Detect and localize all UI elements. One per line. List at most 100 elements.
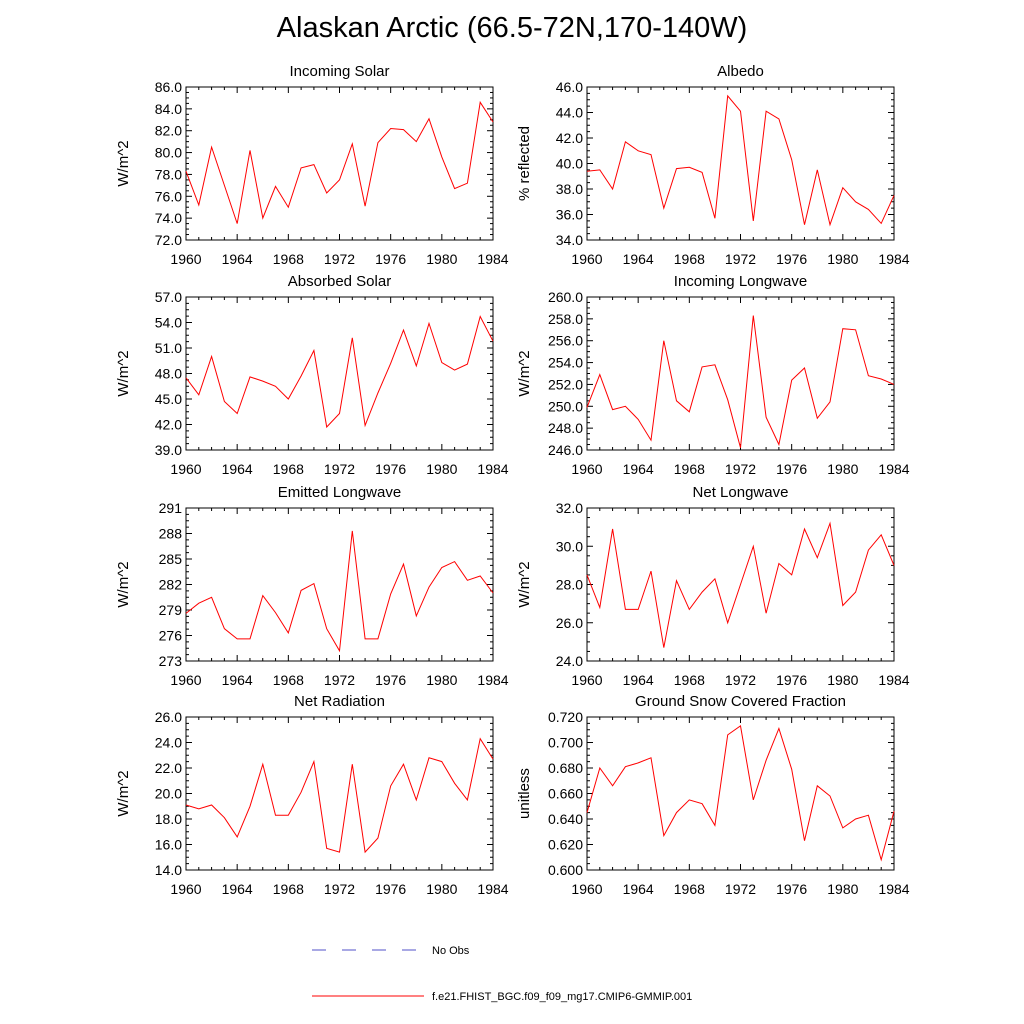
incoming-solar-data-point [389,127,391,129]
incoming-solar-data-point [364,205,366,207]
net-radiation-xtick-label: 1960 [170,881,201,897]
ground-snow-covered-fraction-ytick-label: 0.640 [548,811,583,827]
incoming-solar-xtick-label: 1960 [170,251,201,267]
net-longwave-data-point [739,583,741,585]
net-radiation-plot-frame [185,716,494,871]
incoming-longwave-xtick-label: 1976 [776,461,807,477]
incoming-solar-xtick-label: 1976 [375,251,406,267]
incoming-longwave-panel-title: Incoming Longwave [674,273,807,290]
net-longwave-ytick-label: 26.0 [556,615,583,631]
net-radiation-ytick-label: 14.0 [155,862,182,878]
incoming-longwave-data-point [675,400,677,402]
incoming-longwave-data-point [599,373,601,375]
ground-snow-covered-fraction-xtick-label: 1964 [623,881,654,897]
incoming-longwave-data-point [650,439,652,441]
net-longwave-data-point [663,646,665,648]
incoming-solar-data-point [313,163,315,165]
albedo-data-point [586,170,588,172]
ground-snow-covered-fraction-ytick-label: 0.600 [548,862,583,878]
absorbed-solar-data-point [377,392,379,394]
emitted-longwave-xtick-label: 1980 [426,672,457,688]
absorbed-solar-xtick-label: 1964 [222,461,253,477]
net-radiation-ytick-label: 24.0 [155,735,182,751]
emitted-longwave-data-point [377,638,379,640]
incoming-longwave-xtick-label: 1960 [571,461,602,477]
absorbed-solar-xtick-label: 1984 [477,461,508,477]
absorbed-solar-xtick-label: 1972 [324,461,355,477]
incoming-solar-data-point [185,170,187,172]
net-longwave-ylabel: W/m^2 [516,561,533,607]
albedo-data-point [829,224,831,226]
net-radiation-data-point [441,760,443,762]
absorbed-solar-ytick-label: 39.0 [155,442,182,458]
net-longwave-data-point [803,528,805,530]
incoming-solar-data-point [466,182,468,184]
absorbed-solar-xtick-label: 1968 [273,461,304,477]
incoming-longwave-data-point [778,443,780,445]
incoming-longwave-data-point [765,416,767,418]
net-radiation-ylabel: W/m^2 [115,770,132,816]
net-longwave-panel-title: Net Longwave [693,484,789,501]
albedo-xtick-label: 1968 [674,251,705,267]
emitted-longwave-data-point [338,650,340,652]
incoming-solar-data-point [198,204,200,206]
absorbed-solar-data-point [326,426,328,428]
emitted-longwave-xtick-label: 1968 [273,672,304,688]
albedo-ytick-label: 40.0 [556,156,583,172]
net-longwave-data-point [701,591,703,593]
emitted-longwave-xtick-label: 1960 [170,672,201,688]
ground-snow-covered-fraction-xtick-label: 1960 [571,881,602,897]
albedo-ytick-label: 38.0 [556,181,583,197]
incoming-longwave-data-point [611,408,613,410]
albedo-xtick-label: 1980 [827,251,858,267]
ground-snow-covered-fraction-data-point [663,834,665,836]
incoming-solar-data-point [428,117,430,119]
net-radiation-xtick-label: 1984 [477,881,508,897]
emitted-longwave-panel-title: Emitted Longwave [278,484,401,501]
albedo-xtick-label: 1984 [878,251,909,267]
incoming-longwave-ytick-label: 248.0 [548,420,583,436]
incoming-longwave-ytick-label: 250.0 [548,398,583,414]
emitted-longwave-ytick-label: 276 [159,628,183,644]
net-radiation-data-point [415,799,417,801]
incoming-longwave-data-point [867,374,869,376]
net-longwave-xtick-label: 1968 [674,672,705,688]
net-longwave-xtick-label: 1980 [827,672,858,688]
net-radiation-data-point [287,814,289,816]
incoming-longwave-series-line [586,315,895,448]
incoming-solar-xtick-label: 1968 [273,251,304,267]
figure-title: Alaskan Arctic (66.5-72N,170-140W) [276,12,748,44]
absorbed-solar-data-point [262,380,264,382]
absorbed-solar-data-point [198,394,200,396]
ground-snow-covered-fraction-xtick-label: 1976 [776,881,807,897]
absorbed-solar-xtick-label: 1960 [170,461,201,477]
incoming-longwave-data-point [880,378,882,380]
incoming-solar-data-point [249,149,251,151]
incoming-solar-ytick-label: 76.0 [155,188,182,204]
ground-snow-covered-fraction-ylabel: unitless [516,768,533,819]
albedo-panel-title: Albedo [717,63,764,80]
incoming-solar-ylabel: W/m^2 [115,140,132,186]
ground-snow-covered-fraction-data-point [611,785,613,787]
emitted-longwave-plot-frame [185,507,494,662]
net-longwave-xtick-label: 1972 [725,672,756,688]
absorbed-solar-ytick-label: 48.0 [155,366,182,382]
emitted-longwave-data-point [198,602,200,604]
incoming-longwave-xtick-label: 1964 [623,461,654,477]
emitted-longwave-data-point [326,628,328,630]
net-radiation-data-point [185,804,187,806]
incoming-solar-plot-frame [185,86,494,241]
ground-snow-covered-fraction-ytick-label: 0.620 [548,837,583,853]
incoming-solar-data-point [415,140,417,142]
emitted-longwave-xtick-label: 1964 [222,672,253,688]
incoming-longwave-xtick-label: 1968 [674,461,705,477]
emitted-longwave-data-point [262,594,264,596]
ground-snow-covered-fraction-data-point [778,727,780,729]
incoming-longwave-ytick-label: 252.0 [548,376,583,392]
net-longwave-data-point [586,574,588,576]
albedo-data-point [765,110,767,112]
ground-snow-covered-fraction-xtick-label: 1972 [725,881,756,897]
incoming-longwave-data-point [727,399,729,401]
incoming-solar-ytick-label: 82.0 [155,123,182,139]
